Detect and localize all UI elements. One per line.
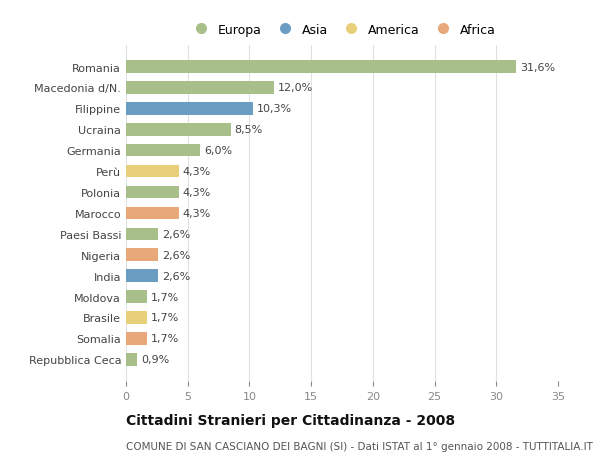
Text: 1,7%: 1,7% xyxy=(151,292,179,302)
Bar xyxy=(126,103,253,115)
Bar xyxy=(126,186,179,199)
Text: 2,6%: 2,6% xyxy=(162,271,190,281)
Bar xyxy=(126,270,158,282)
Bar xyxy=(126,61,516,73)
Bar xyxy=(126,291,147,303)
Bar xyxy=(126,82,274,95)
Text: 8,5%: 8,5% xyxy=(235,125,263,135)
Text: 2,6%: 2,6% xyxy=(162,250,190,260)
Bar xyxy=(126,124,231,136)
Text: 4,3%: 4,3% xyxy=(183,188,211,197)
Text: 4,3%: 4,3% xyxy=(183,208,211,218)
Legend: Europa, Asia, America, Africa: Europa, Asia, America, Africa xyxy=(183,19,501,42)
Bar xyxy=(126,145,200,157)
Text: 1,7%: 1,7% xyxy=(151,334,179,344)
Bar xyxy=(126,249,158,262)
Bar xyxy=(126,165,179,178)
Text: 6,0%: 6,0% xyxy=(204,146,232,156)
Text: 1,7%: 1,7% xyxy=(151,313,179,323)
Text: 2,6%: 2,6% xyxy=(162,230,190,239)
Text: 12,0%: 12,0% xyxy=(278,83,313,93)
Text: 4,3%: 4,3% xyxy=(183,167,211,177)
Text: Cittadini Stranieri per Cittadinanza - 2008: Cittadini Stranieri per Cittadinanza - 2… xyxy=(126,413,455,427)
Text: 31,6%: 31,6% xyxy=(520,62,555,73)
Text: 10,3%: 10,3% xyxy=(257,104,292,114)
Text: 0,9%: 0,9% xyxy=(141,354,169,364)
Bar xyxy=(126,207,179,220)
Bar xyxy=(126,332,147,345)
Bar xyxy=(126,353,137,366)
Bar xyxy=(126,228,158,241)
Text: COMUNE DI SAN CASCIANO DEI BAGNI (SI) - Dati ISTAT al 1° gennaio 2008 - TUTTITAL: COMUNE DI SAN CASCIANO DEI BAGNI (SI) - … xyxy=(126,441,593,451)
Bar xyxy=(126,312,147,324)
